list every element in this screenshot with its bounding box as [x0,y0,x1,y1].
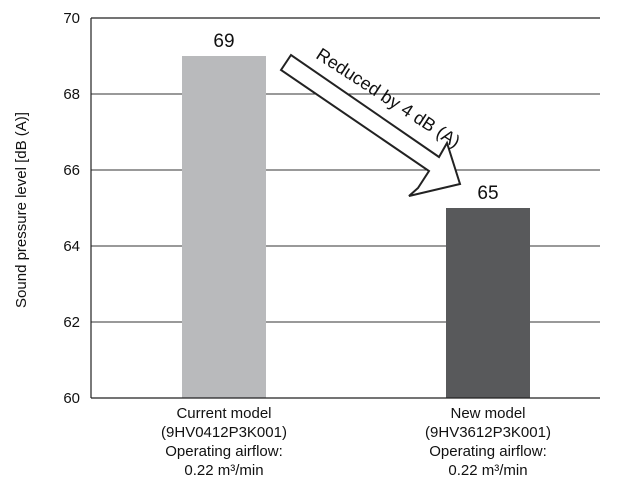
plot-frame [90,17,600,399]
data-labels: 69 65 [213,31,498,204]
x-category-labels: Current model (9HV0412P3K001) Operating ai… [161,405,551,479]
x-category-0-line-1: (9HV0412P3K001) [161,424,287,441]
x-category-0-line-0: Current model [176,405,271,422]
bar-current-model [182,56,266,398]
data-label-0: 69 [213,31,234,52]
reduction-arrow [279,53,462,197]
bar-new-model [446,208,530,398]
y-axis-label: Sound pressure level [dB (A)] [13,112,30,308]
y-tick-60: 60 [63,390,80,407]
y-tick-labels: 60 62 64 66 68 70 [63,10,80,407]
x-category-1-line-3: 0.22 m³/min [448,462,527,479]
y-tick-70: 70 [63,10,80,27]
reduction-arrow-shape [279,53,462,197]
x-category-1: New model (9HV3612P3K001) Operating airflo… [425,405,551,479]
y-tick-68: 68 [63,86,80,103]
x-category-1-line-0: New model [450,405,525,422]
y-tick-62: 62 [63,314,80,331]
x-category-0-line-2: Operating airflow: [165,443,283,460]
y-tick-64: 64 [63,238,80,255]
x-category-0-line-3: 0.22 m³/min [184,462,263,479]
bars [182,56,530,398]
x-category-1-line-1: (9HV3612P3K001) [425,424,551,441]
x-category-0: Current model (9HV0412P3K001) Operating ai… [161,405,287,479]
x-category-1-line-2: Operating airflow: [429,443,547,460]
y-tick-66: 66 [63,162,80,179]
data-label-1: 65 [477,183,498,204]
